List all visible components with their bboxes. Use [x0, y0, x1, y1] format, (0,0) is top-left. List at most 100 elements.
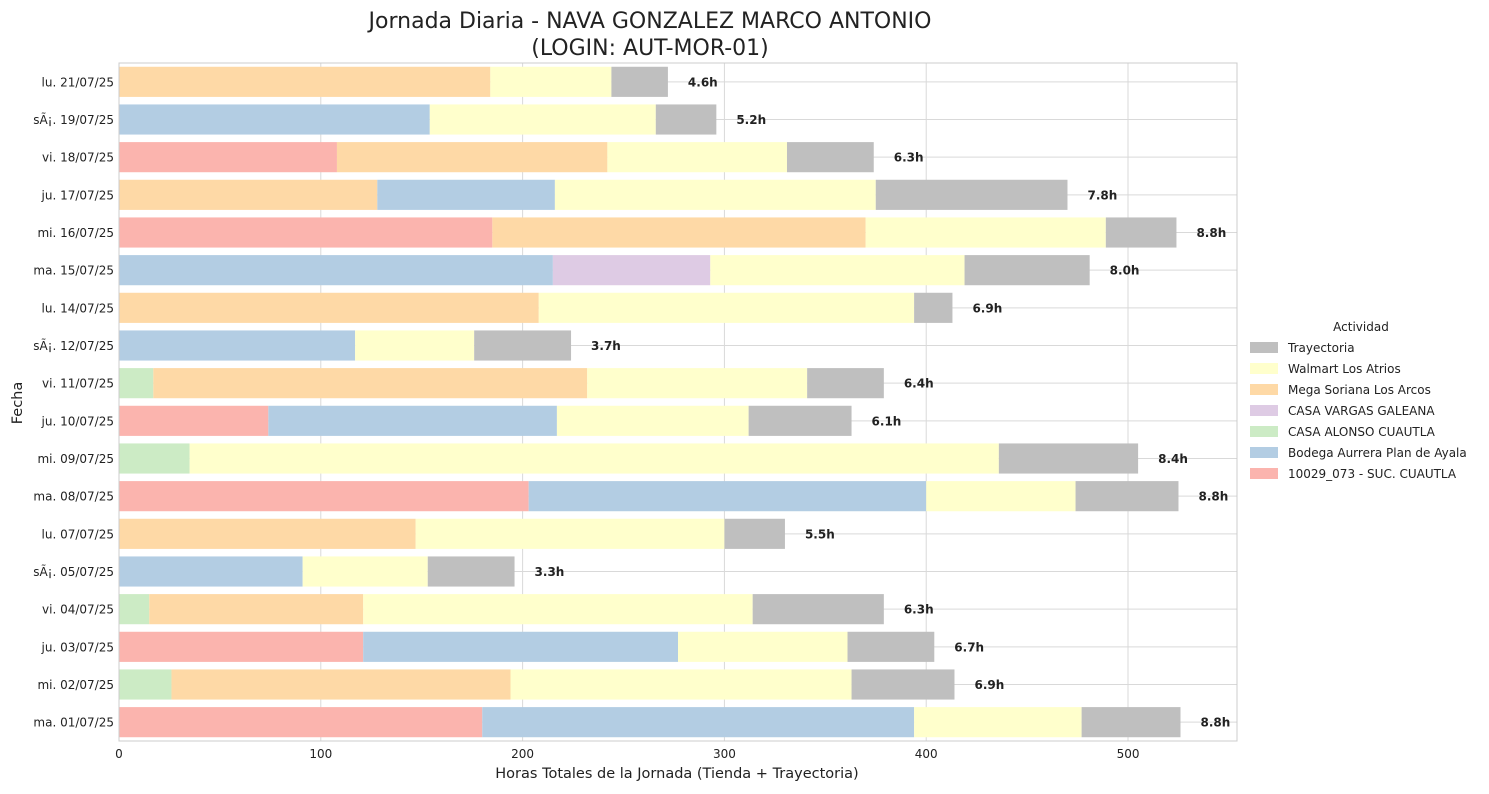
x-tick-label: 300	[713, 747, 736, 761]
bar-segment	[119, 556, 303, 587]
legend-entry-label: Bodega Aurrera Plan de Ayala	[1288, 446, 1467, 460]
legend-swatch	[1250, 384, 1278, 395]
bar-segment	[355, 330, 475, 361]
bar-segment	[119, 631, 364, 662]
bar-total-label: 8.4h	[1158, 452, 1188, 466]
bar-segment	[149, 594, 364, 625]
bar-total-label: 6.4h	[904, 377, 934, 391]
bar-segment	[377, 179, 555, 210]
bar-segment	[171, 669, 511, 700]
bar-segment	[587, 368, 808, 399]
bar-segment	[119, 443, 190, 474]
y-tick-label: ju. 17/07/25	[41, 188, 114, 202]
bar-segment	[752, 594, 884, 625]
bar-segment	[119, 368, 154, 399]
bar-segment	[490, 66, 612, 97]
bar-segment	[710, 255, 965, 286]
bar-total-label: 6.9h	[974, 678, 1004, 692]
bar-segment	[847, 631, 935, 662]
legend-swatch	[1250, 426, 1278, 437]
legend-entry-label: 10029_073 - SUC. CUAUTLA	[1288, 467, 1457, 481]
bar-segment	[363, 631, 678, 662]
bar-total-label: 3.7h	[591, 339, 621, 353]
legend-entry-label: Walmart Los Atrios	[1288, 362, 1401, 376]
legend-title: Actividad	[1333, 320, 1389, 334]
bar-segment	[119, 217, 493, 248]
bar-segment	[119, 142, 337, 173]
x-tick-label: 0	[115, 747, 123, 761]
bar-segment	[786, 142, 874, 173]
legend-swatch	[1250, 342, 1278, 353]
y-tick-label: ma. 08/07/25	[33, 490, 114, 504]
bar-total-label: 8.8h	[1198, 490, 1228, 504]
bar-segment	[865, 217, 1106, 248]
bar-total-label: 5.5h	[805, 527, 835, 541]
y-tick-label: ma. 01/07/25	[33, 716, 114, 730]
bar-total-label: 8.8h	[1196, 226, 1226, 240]
bar-segment	[119, 66, 491, 97]
x-tick-label: 100	[309, 747, 332, 761]
legend-swatch	[1250, 447, 1278, 458]
x-tick-label: 500	[1117, 747, 1140, 761]
bar-segment	[119, 481, 529, 512]
bars	[119, 66, 1181, 738]
y-tick-label: vi. 18/07/25	[42, 151, 114, 165]
bar-segment	[556, 405, 749, 436]
bar-segment	[510, 669, 852, 700]
bar-segment	[153, 368, 588, 399]
legend-swatch	[1250, 363, 1278, 374]
y-tick-label: lu. 21/07/25	[42, 75, 114, 89]
bar-segment	[1075, 481, 1179, 512]
x-tick-label: 400	[915, 747, 938, 761]
bar-total-label: 3.3h	[535, 565, 565, 579]
bar-segment	[1105, 217, 1177, 248]
legend-swatch	[1250, 405, 1278, 416]
bar-segment	[914, 292, 953, 323]
x-tick-label: 200	[511, 747, 534, 761]
bar-segment	[189, 443, 999, 474]
bar-segment	[302, 556, 428, 587]
bar-segment	[538, 292, 915, 323]
legend-entry-label: CASA ALONSO CUAUTLA	[1288, 425, 1436, 439]
bar-segment	[678, 631, 848, 662]
bar-segment	[336, 142, 608, 173]
bar-total-label: 4.6h	[688, 75, 718, 89]
bar-segment	[611, 66, 668, 97]
bar-segment	[119, 594, 150, 625]
y-tick-label: sÃ¡. 19/07/25	[33, 112, 114, 127]
bar-segment	[427, 556, 515, 587]
y-tick-label: lu. 07/07/25	[42, 527, 114, 541]
bar-total-label: 8.8h	[1200, 716, 1230, 730]
bar-segment	[528, 481, 927, 512]
bar-total-label: 6.3h	[894, 151, 924, 165]
y-tick-label: mi. 02/07/25	[37, 678, 114, 692]
bar-segment	[724, 518, 785, 549]
bar-total-label: 6.3h	[904, 603, 934, 617]
bar-total-label: 8.0h	[1110, 264, 1140, 278]
bar-segment	[119, 330, 356, 361]
y-tick-label: mi. 16/07/25	[37, 226, 114, 240]
legend-entry-label: Trayectoria	[1287, 341, 1355, 355]
bar-total-label: 7.8h	[1087, 188, 1117, 202]
bar-segment	[926, 481, 1076, 512]
bar-total-label: 6.1h	[872, 414, 902, 428]
bar-total-label: 5.2h	[736, 113, 766, 127]
bar-total-label: 6.9h	[972, 301, 1002, 315]
total-labels: 8.8h 6.9h 6.7h 6.3h 3.3h 5.5h 8.8h 8.4h 6.1h 6.4h…	[535, 75, 1231, 729]
y-tick-label: vi. 04/07/25	[42, 603, 114, 617]
y-tick-label: mi. 09/07/25	[37, 452, 114, 466]
x-tick-labels: 0 100 200 300 400 500	[115, 747, 1139, 761]
y-axis-label: Fecha	[10, 382, 26, 425]
bar-segment	[415, 518, 725, 549]
legend-swatch	[1250, 468, 1278, 479]
bar-total-label: 6.7h	[954, 640, 984, 654]
bar-segment	[554, 179, 876, 210]
bar-segment	[474, 330, 572, 361]
bar-segment	[552, 255, 711, 286]
bar-segment	[607, 142, 787, 173]
bar-segment	[429, 104, 656, 135]
bar-segment	[807, 368, 884, 399]
bar-segment	[1081, 707, 1181, 738]
